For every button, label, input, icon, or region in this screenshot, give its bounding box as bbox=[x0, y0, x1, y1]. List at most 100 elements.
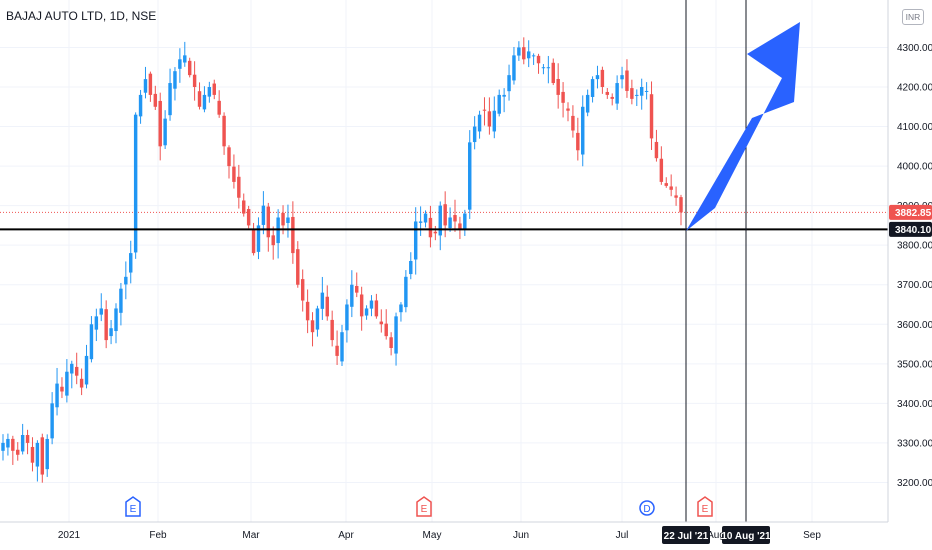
candle-body bbox=[556, 78, 560, 95]
candle-body bbox=[585, 94, 590, 113]
symbol-name: BAJAJ AUTO LTD bbox=[6, 9, 103, 23]
earnings-marker[interactable] bbox=[697, 496, 713, 517]
candle-body bbox=[404, 276, 408, 308]
candle-body bbox=[526, 51, 531, 59]
candle-body bbox=[187, 60, 192, 76]
candle-body bbox=[45, 438, 49, 470]
chart-grid bbox=[0, 0, 888, 522]
candle-body bbox=[639, 87, 644, 96]
candle-body bbox=[635, 94, 639, 96]
candle-body bbox=[1, 442, 5, 451]
price-tick-label: 4100.00 bbox=[897, 122, 932, 133]
candle-body bbox=[232, 166, 236, 182]
price-axis-bg[interactable] bbox=[888, 0, 932, 522]
event-marker-label: E bbox=[421, 504, 428, 515]
candle-body bbox=[384, 323, 388, 337]
candles bbox=[1, 37, 683, 483]
last-price-tag: 3882.85 bbox=[889, 204, 932, 220]
date-tag bbox=[662, 526, 710, 544]
time-tick-label: Jun bbox=[513, 530, 529, 541]
date-tag-label: 22 Jul '21 bbox=[664, 531, 709, 542]
candle-body bbox=[251, 229, 256, 254]
candle-body bbox=[133, 114, 138, 253]
candle-body bbox=[399, 304, 403, 313]
candle-body bbox=[531, 55, 536, 57]
candle-body bbox=[600, 69, 605, 87]
candle-body bbox=[423, 213, 428, 223]
up-arrow-drawing[interactable] bbox=[686, 22, 800, 231]
candle-body bbox=[453, 215, 457, 222]
candle-body bbox=[173, 71, 177, 89]
event-marker-label: D bbox=[643, 504, 650, 515]
candle-body bbox=[507, 75, 511, 92]
candle-body bbox=[350, 284, 354, 307]
candle-body bbox=[335, 345, 339, 356]
candle-body bbox=[620, 75, 624, 80]
candle-body bbox=[379, 321, 384, 325]
candle-body bbox=[124, 276, 128, 285]
candle-body bbox=[674, 195, 678, 198]
candle-body bbox=[60, 386, 64, 392]
candle-body bbox=[595, 75, 600, 80]
candle-body bbox=[664, 183, 668, 186]
candle-body bbox=[438, 205, 442, 236]
candle-body bbox=[168, 83, 172, 116]
candle-body bbox=[571, 115, 575, 131]
time-tick-label: Feb bbox=[149, 530, 167, 541]
price-tick-label: 3500.00 bbox=[897, 359, 932, 370]
price-tick-label: 3200.00 bbox=[897, 478, 932, 489]
interval: 1D bbox=[109, 9, 125, 23]
candle-body bbox=[394, 316, 398, 354]
candle-body bbox=[65, 371, 69, 396]
currency-badge[interactable]: INR bbox=[902, 9, 924, 25]
candle-body bbox=[615, 83, 619, 104]
date-tags: 22 Jul '21 10 Aug '21 bbox=[662, 526, 771, 544]
time-axis: 2021 Feb Mar Apr May Jun Jul Aug Sep bbox=[58, 530, 821, 541]
candle-body bbox=[197, 91, 202, 107]
earnings-marker[interactable] bbox=[125, 496, 141, 517]
candle-body bbox=[74, 366, 79, 376]
candle-body bbox=[202, 94, 207, 110]
candle-body bbox=[40, 437, 45, 475]
candle-body bbox=[369, 300, 374, 309]
candle-body bbox=[644, 90, 649, 92]
price-tick-label: 3400.00 bbox=[897, 399, 932, 410]
event-marker-label: E bbox=[702, 504, 709, 515]
candle-body bbox=[217, 100, 221, 115]
candle-body bbox=[492, 110, 497, 132]
candle-body bbox=[590, 79, 595, 97]
candle-body bbox=[310, 320, 315, 333]
time-tick-label: Aug bbox=[707, 530, 725, 541]
candle-body bbox=[522, 47, 526, 60]
event-marker-label: E bbox=[130, 504, 137, 515]
candle-body bbox=[227, 147, 231, 167]
candle-body bbox=[610, 96, 614, 99]
candle-body bbox=[463, 213, 467, 229]
date-tag bbox=[722, 526, 770, 544]
candle-body bbox=[517, 47, 521, 56]
candle-body bbox=[246, 209, 251, 226]
time-tick-label: Mar bbox=[242, 530, 260, 541]
candle-body bbox=[6, 438, 10, 448]
candle-body bbox=[300, 279, 305, 301]
candle-body bbox=[178, 59, 182, 69]
candle-body bbox=[84, 355, 89, 385]
candle-body bbox=[649, 94, 654, 139]
candle-body bbox=[433, 231, 438, 234]
candle-body bbox=[207, 87, 212, 97]
candle-body bbox=[659, 158, 664, 182]
earnings-marker[interactable] bbox=[416, 496, 432, 517]
candle-body bbox=[413, 221, 418, 260]
candle-body bbox=[581, 106, 585, 155]
candle-body bbox=[266, 206, 271, 238]
time-axis-bg[interactable] bbox=[0, 522, 932, 550]
candle-body bbox=[359, 294, 364, 317]
support-price-tag: 3840.10 bbox=[889, 221, 932, 237]
candle-body bbox=[472, 126, 477, 143]
candle-body bbox=[99, 308, 103, 315]
price-tick-label: 4300.00 bbox=[897, 43, 932, 54]
candle-body bbox=[443, 204, 447, 226]
candle-body bbox=[566, 108, 570, 111]
dividend-marker[interactable] bbox=[639, 500, 655, 516]
